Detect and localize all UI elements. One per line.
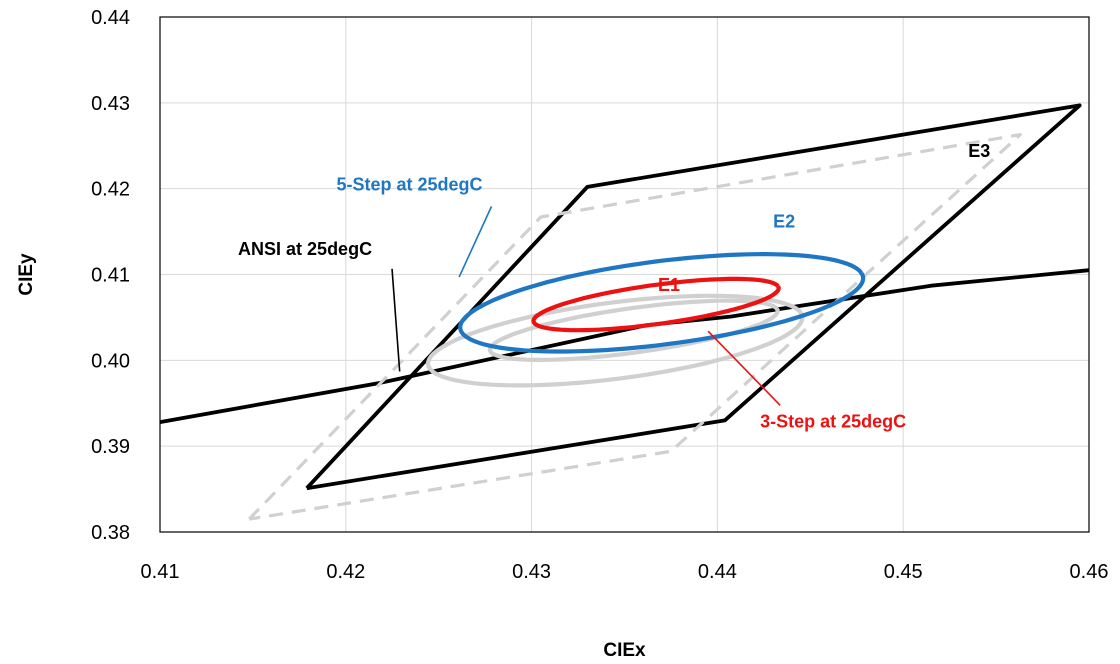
annotation-label: 5-Step at 25degC: [337, 174, 483, 194]
y-tick-label: 0.44: [91, 7, 130, 29]
y-axis-title: CIEy: [16, 253, 37, 296]
y-tick-label: 0.41: [91, 265, 130, 287]
y-tick-label: 0.40: [91, 350, 130, 372]
annotation-label: ANSI at 25degC: [238, 239, 372, 259]
x-tick-label: 0.44: [698, 561, 737, 583]
annotations: 5-Step at 25degC ANSI at 25degC 3-Step at …: [238, 141, 990, 431]
annotation-label: E1: [658, 275, 680, 295]
gridlines: [160, 17, 1089, 532]
x-tick-label: 0.42: [326, 561, 365, 583]
series-black-polyline: [305, 103, 1082, 491]
plot-series: [159, 103, 1090, 521]
tick-labels: 0.41 0.42 0.43 0.44 0.45 0.46 0.38 0.39 0.40 0.41…: [91, 7, 1108, 583]
plot-area-frame: [159, 16, 1090, 533]
annotation-label: E3: [968, 141, 990, 161]
series-blue-ellipse: [458, 252, 866, 354]
series-dashed-gray-polyline: [248, 133, 1022, 521]
leader-line: [458, 206, 493, 278]
y-tick-label: 0.42: [91, 179, 130, 201]
series-black-polyline: [159, 268, 1090, 424]
series-gray-ellipse: [426, 293, 805, 388]
x-tick-label: 0.41: [141, 561, 180, 583]
y-tick-label: 0.43: [91, 93, 130, 115]
annotation-label: E2: [773, 211, 795, 231]
x-axis-title: CIEx: [603, 640, 646, 661]
leader-line: [391, 268, 401, 372]
y-tick-label: 0.39: [91, 436, 130, 458]
annotation-label: 3-Step at 25degC: [760, 411, 906, 431]
x-tick-label: 0.45: [884, 561, 923, 583]
leader-line: [707, 330, 781, 406]
series-red-ellipse: [531, 276, 781, 333]
y-tick-label: 0.38: [91, 522, 130, 544]
x-tick-label: 0.43: [512, 561, 551, 583]
x-tick-label: 0.46: [1070, 561, 1109, 583]
